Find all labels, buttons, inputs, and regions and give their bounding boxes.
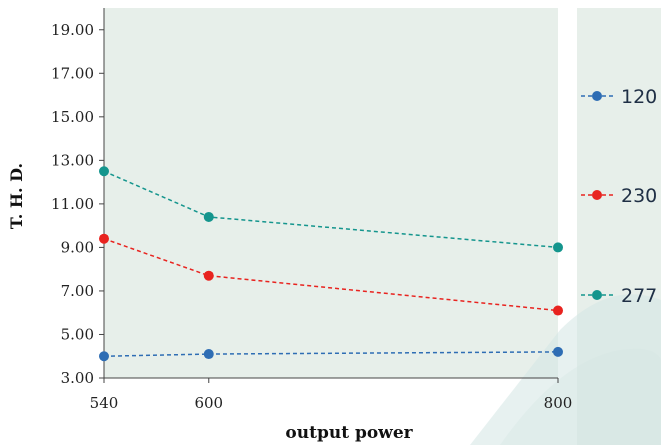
data-point-277 bbox=[553, 242, 563, 252]
y-axis-ticks: 3.00 5.00 7.00 9.00 11.00 13.00 15.00 17.00 19.0… bbox=[51, 21, 104, 387]
data-point-277 bbox=[99, 166, 109, 176]
y-tick-label: 19.00 bbox=[51, 21, 94, 39]
legend-label-120: 120 bbox=[621, 86, 657, 108]
y-tick-label: 3.00 bbox=[61, 369, 94, 387]
data-point-230 bbox=[99, 234, 109, 244]
data-point-277 bbox=[204, 212, 214, 222]
data-point-230 bbox=[553, 306, 563, 316]
y-tick-label: 15.00 bbox=[51, 108, 94, 126]
x-tick-label: 600 bbox=[194, 394, 223, 412]
data-point-120 bbox=[204, 349, 214, 359]
x-tick-label: 540 bbox=[90, 394, 119, 412]
y-tick-label: 17.00 bbox=[51, 64, 94, 82]
y-tick-label: 7.00 bbox=[61, 282, 94, 300]
legend-marker-230 bbox=[592, 190, 602, 200]
y-tick-label: 5.00 bbox=[61, 325, 94, 343]
legend-marker-120 bbox=[592, 91, 602, 101]
legend-label-277: 277 bbox=[621, 285, 657, 307]
x-tick-label: 800 bbox=[544, 394, 573, 412]
plot-area bbox=[104, 8, 558, 378]
data-point-230 bbox=[204, 271, 214, 281]
legend-label-230: 230 bbox=[621, 185, 657, 207]
y-axis-label: T. H. D. bbox=[7, 163, 26, 229]
y-tick-label: 9.00 bbox=[61, 238, 94, 256]
data-point-120 bbox=[553, 347, 563, 357]
data-point-120 bbox=[99, 351, 109, 361]
legend-marker-277 bbox=[592, 290, 602, 300]
y-tick-label: 13.00 bbox=[51, 151, 94, 169]
y-tick-label: 11.00 bbox=[51, 195, 94, 213]
x-axis-label: output power bbox=[285, 423, 413, 443]
